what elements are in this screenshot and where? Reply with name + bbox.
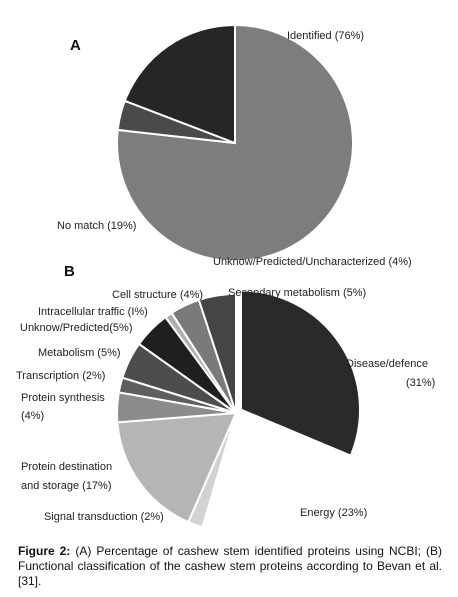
pie-b-label-protein-destination-and-storage: Protein destination and storage (17%)	[21, 461, 112, 492]
caption-text: (A) Percentage of cashew stem identified…	[18, 544, 443, 588]
pie-b-slice-disease-defence	[239, 289, 361, 457]
pie-b-slice-protein-destination-and-storage	[116, 411, 238, 524]
pie-b-label-secondary-metabolism: Secondary metabolism (5%)	[228, 287, 366, 299]
pie-b-label-signal-transduction: Signal transduction (2%)	[44, 511, 164, 523]
pie-b-label-protein-synthesis: Protein synthesis (4%)	[21, 392, 105, 422]
pie-b-label-intracellular-traffic: Intracellular traffic (I%)	[38, 306, 148, 318]
pie-a-label-identified: Identified (76%)	[287, 30, 364, 42]
pie-b-slice-energy	[201, 411, 348, 533]
pie-chart-b-labels: Disease/defence (31%) Energy (23%) Signal t…	[16, 287, 435, 523]
pie-b-label-disease-defence: Disease/defence (31%)	[346, 358, 435, 389]
pie-chart-a	[116, 23, 354, 262]
pie-chart-a-labels: Identified (76%) Unknow/Predicted/Unchara…	[57, 30, 412, 268]
pie-chart-b	[116, 289, 361, 533]
pie-b-label-unknow-predicted: Unknow/Predicted(5%)	[20, 322, 133, 334]
figure-caption: Figure 2: (A) Percentage of cashew stem …	[18, 544, 442, 589]
pie-a-label-unknow-predicted-uncharacterized: Unknow/Predicted/Uncharacterized (4%)	[213, 256, 412, 268]
pie-b-label-transcription: Transcription (2%)	[16, 370, 105, 382]
pie-a-label-no-match: No match (19%)	[57, 220, 136, 232]
figure-canvas: A Identified (76%) Unknow/Predicted/Uncha…	[16, 23, 436, 533]
pie-b-slice-secondary-metabolism	[197, 292, 237, 414]
pie-a-slice-no-match	[123, 23, 236, 145]
pie-b-label-energy: Energy (23%)	[300, 507, 367, 519]
pie-b-label-cell-structure: Cell structure (4%)	[112, 289, 203, 301]
panel-a-letter: A	[70, 37, 81, 54]
panel-b-letter: B	[64, 263, 75, 280]
caption-lead: Figure 2:	[18, 544, 71, 558]
pie-b-label-metabolism: Metabolism (5%)	[38, 347, 121, 359]
